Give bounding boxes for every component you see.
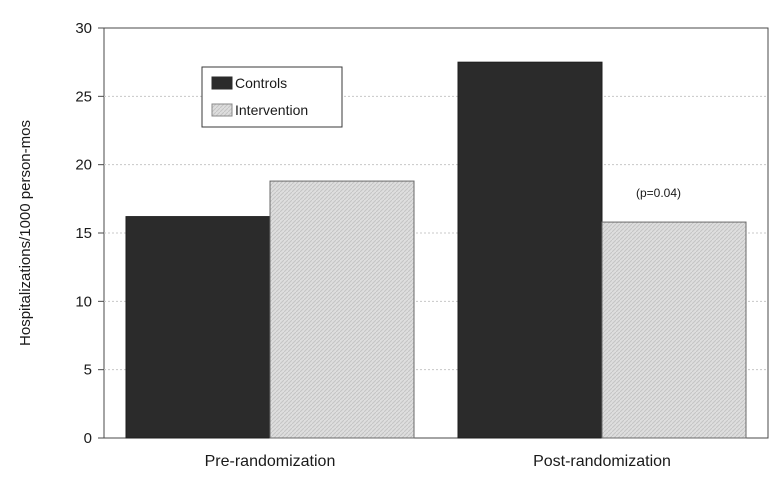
y-tick-label: 30	[75, 20, 92, 37]
y-tick-label: 25	[75, 88, 92, 105]
y-axis-label: Hospitalizations/1000 person-mos	[17, 120, 34, 346]
legend-label-controls: Controls	[235, 75, 287, 91]
legend-swatch-controls	[211, 76, 233, 90]
x-category-label: Post-randomization	[533, 453, 671, 470]
y-tick-label: 5	[84, 362, 92, 379]
legend-swatch-intervention	[211, 103, 233, 117]
y-tick-label: 0	[84, 430, 92, 447]
x-category-label: Pre-randomization	[205, 453, 336, 470]
y-axis-ticks: 0 5 10 15 20 25 30	[75, 20, 104, 447]
p-value-annotation: (p=0.04)	[636, 186, 681, 200]
bar-intervention-post	[601, 221, 747, 439]
bar-controls-post	[457, 61, 603, 439]
bar-intervention-pre	[269, 180, 415, 439]
legend-label-intervention: Intervention	[235, 102, 308, 118]
legend: Controls Intervention	[201, 66, 343, 128]
y-tick-label: 15	[75, 225, 92, 242]
y-tick-label: 20	[75, 157, 92, 174]
x-axis-categories: Pre-randomization Post-randomization	[205, 453, 671, 470]
bars	[125, 61, 747, 439]
y-tick-label: 10	[75, 293, 92, 310]
bar-controls-pre	[125, 216, 271, 439]
